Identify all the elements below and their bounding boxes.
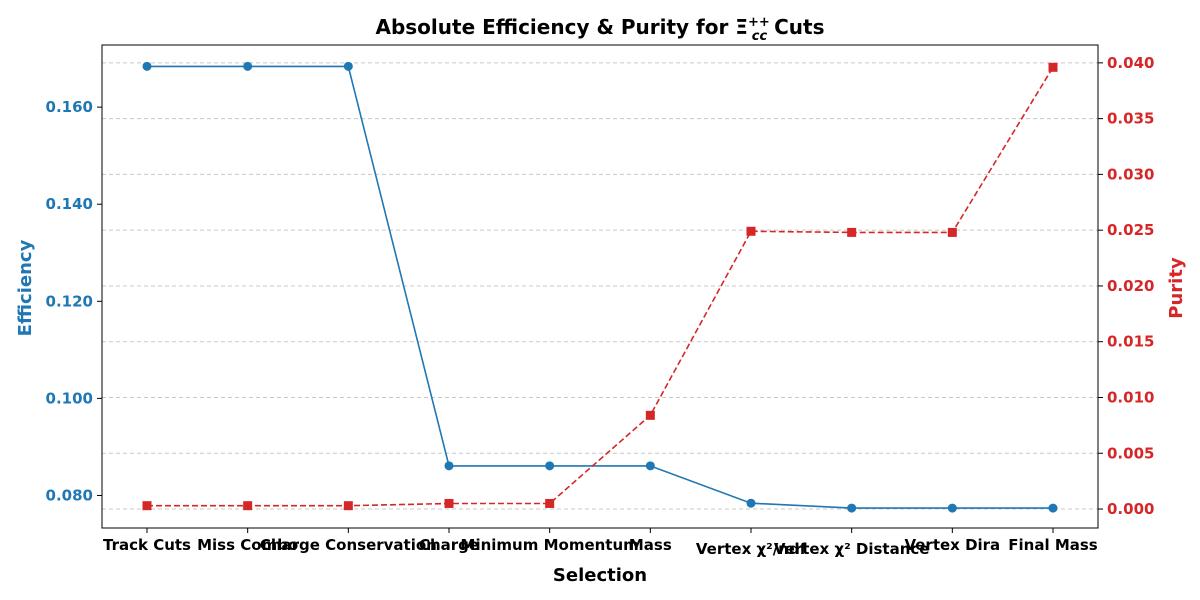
left-tick-label: 0.140: [46, 195, 93, 213]
x-axis-label: Selection: [553, 565, 647, 586]
right-tick-label: 0.030: [1107, 165, 1154, 183]
right-tick-label: 0.035: [1107, 110, 1154, 128]
point-efficiency: [847, 503, 857, 513]
y-axis-label-efficiency: Efficiency: [15, 239, 36, 336]
point-purity: [545, 498, 555, 508]
point-efficiency: [645, 461, 655, 471]
right-tick-label: 0.005: [1107, 444, 1154, 462]
point-efficiency: [243, 61, 253, 71]
point-efficiency: [1048, 503, 1058, 513]
right-tick-label: 0.025: [1107, 221, 1154, 239]
right-tick-label: 0.015: [1107, 333, 1154, 351]
point-purity: [746, 226, 756, 236]
right-tick-label: 0.010: [1107, 388, 1154, 406]
x-tick-label: Charge: [419, 536, 479, 554]
series-line-purity: [147, 66, 1054, 507]
left-tick-label: 0.120: [46, 292, 93, 310]
right-tick-label: 0.000: [1107, 500, 1154, 518]
series-layer: [142, 61, 1058, 513]
x-tick-label: Vertex χ² Distance: [774, 540, 930, 558]
point-efficiency: [142, 61, 152, 71]
x-tick-label: Vertex χ²/ndf: [696, 540, 807, 558]
point-purity: [142, 501, 152, 511]
x-tick-label: Minimum Momentum: [461, 536, 639, 554]
left-tick-label: 0.100: [46, 389, 93, 407]
left-y-axis: 0.080 0.100 0.120 0.140 0.160: [46, 98, 102, 504]
x-tick-label: Vertex Dira: [904, 536, 1000, 554]
point-purity: [444, 498, 454, 508]
x-tick-label: Charge Conservation: [260, 536, 437, 554]
point-efficiency: [343, 61, 353, 71]
point-purity: [343, 501, 353, 511]
x-tick-label: Miss Combo: [197, 536, 298, 554]
point-purity: [1048, 62, 1058, 72]
y-axis-label-purity: Purity: [1166, 257, 1187, 319]
series-line-efficiency: [147, 65, 1053, 509]
point-purity: [243, 501, 253, 511]
plot-area-frame: [101, 44, 1099, 529]
right-tick-label: 0.020: [1107, 277, 1154, 295]
point-purity: [645, 410, 655, 420]
chart-title: Absolute Efficiency & Purity for Ξ++ cc C…: [375, 15, 824, 44]
point-purity: [947, 227, 957, 237]
right-y-axis: 0.000 0.005 0.010 0.015 0.020 0.025 0.030 0.035…: [1098, 54, 1154, 518]
grid-layer: [102, 62, 1098, 510]
left-tick-label: 0.080: [46, 486, 93, 504]
point-efficiency: [444, 461, 454, 471]
left-tick-label: 0.160: [46, 98, 93, 116]
x-tick-label: Track Cuts: [103, 536, 191, 554]
x-tick-label: Final Mass: [1008, 536, 1098, 554]
point-efficiency: [746, 498, 756, 508]
x-tick-label: Mass: [629, 536, 672, 554]
point-efficiency: [545, 461, 555, 471]
point-efficiency: [947, 503, 957, 513]
right-tick-label: 0.040: [1107, 54, 1154, 72]
point-purity: [847, 227, 857, 237]
